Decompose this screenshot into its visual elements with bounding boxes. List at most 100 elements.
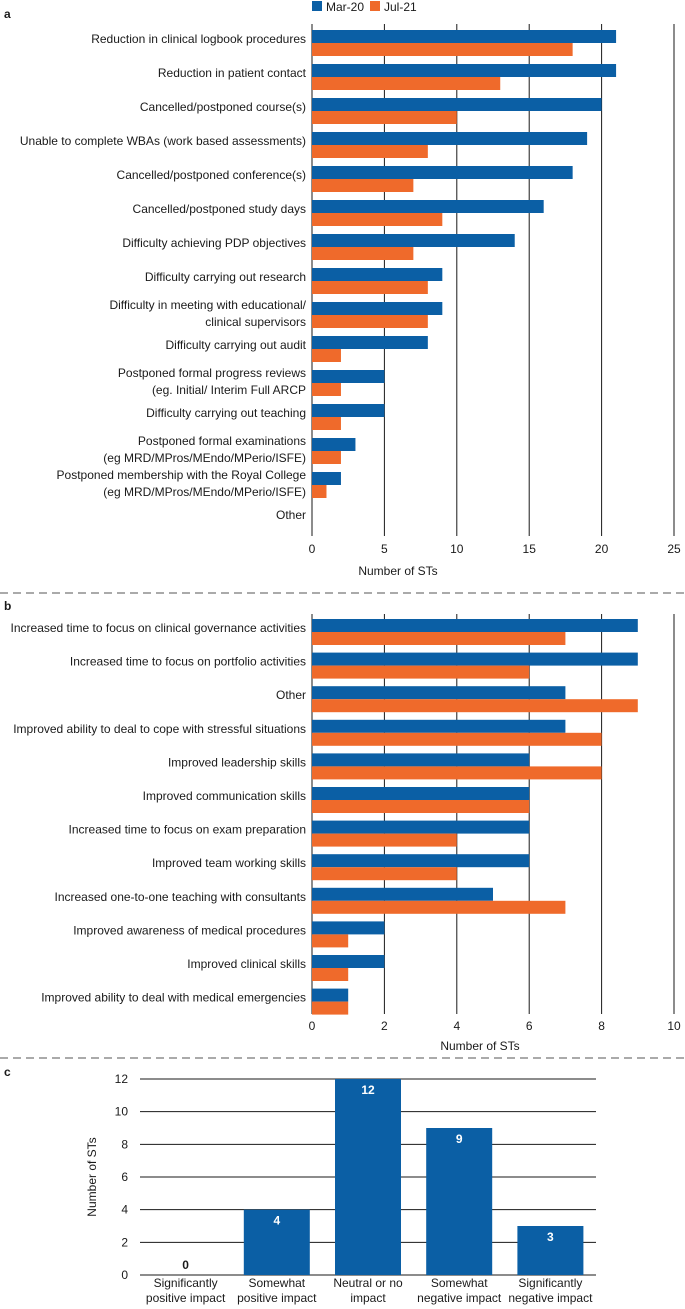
bar-mar20-4	[312, 719, 566, 733]
panel-label-b: b	[4, 599, 11, 613]
bar-jul21-1	[312, 632, 566, 645]
category-label-9: Increased one-to-one teaching with consu…	[55, 890, 307, 904]
category-label-2: Reduction in patient contact	[158, 66, 307, 80]
category-label-3: Other	[276, 688, 306, 702]
bar-jul21-7	[312, 833, 457, 847]
data-label-4: 9	[456, 1132, 463, 1146]
bar-mar20-10	[312, 921, 385, 935]
category-label-9-line-2: clinical supervisors	[205, 315, 306, 329]
bar-mar20-13	[312, 438, 356, 451]
category-label-7: Increased time to focus on exam preparat…	[69, 823, 306, 837]
bar-mar20-2	[312, 652, 638, 666]
bar-jul21-2	[312, 665, 530, 679]
bar-mar20-10	[312, 336, 428, 349]
bar-mar20-5	[312, 166, 573, 179]
bar-mar20-12	[312, 988, 349, 1002]
bar-mar20-1	[312, 619, 638, 632]
y-tick-label-12: 12	[115, 1072, 129, 1086]
x-tick-label-10: 10	[667, 1019, 681, 1033]
legend-label-mar20: Mar-20	[326, 0, 364, 14]
y-tick-label-4: 4	[121, 1203, 128, 1217]
category-label-15: Other	[276, 508, 306, 522]
bar-jul21-5	[312, 766, 602, 780]
x-tick-label-0: 0	[309, 1019, 316, 1033]
category-label-11-line-2: (eg. Initial/ Interim Full ARCP	[152, 383, 306, 397]
category-label-8: Difficulty carrying out research	[145, 270, 306, 284]
category-label-c-1-line-1: Significantly	[154, 1276, 218, 1290]
category-label-c-4-line-2: negative impact	[417, 1291, 502, 1305]
bar-jul21-9	[312, 900, 566, 914]
category-label-c-2-line-2: positive impact	[237, 1291, 317, 1305]
bar-jul21-2	[312, 77, 501, 90]
y-tick-label-8: 8	[121, 1137, 128, 1151]
bar-mar20-8	[312, 268, 443, 281]
x-tick-label-20: 20	[595, 542, 609, 556]
category-label-c-3-line-1: Neutral or no	[333, 1276, 403, 1290]
category-label-11-line-1: Postponed formal progress reviews	[118, 366, 306, 380]
category-label-c-5-line-2: negative impact	[508, 1291, 593, 1305]
bar-mar20-7	[312, 234, 515, 247]
bar-mar20-9	[312, 302, 443, 315]
y-tick-label-0: 0	[121, 1268, 128, 1282]
bar-jul21-5	[312, 179, 414, 192]
bar-jul21-13	[312, 451, 341, 464]
category-label-1: Reduction in clinical logbook procedures	[91, 32, 306, 46]
category-label-12: Improved ability to deal with medical em…	[41, 991, 306, 1005]
bar-jul21-11	[312, 968, 349, 981]
category-label-14-line-1: Postponed membership with the Royal Coll…	[57, 468, 307, 482]
panel-label-c: c	[4, 1065, 11, 1079]
bar-mar20-12	[312, 404, 385, 417]
data-label-5: 3	[547, 1230, 554, 1244]
bar-mar20-6	[312, 787, 530, 800]
bar-mar20-7	[312, 820, 530, 834]
bar-jul21-4	[312, 145, 428, 158]
x-axis-title: Number of STs	[358, 564, 437, 578]
bar-jul21-10	[312, 349, 341, 362]
category-label-7: Difficulty achieving PDP objectives	[122, 236, 306, 250]
bar-mar20-8	[312, 854, 530, 868]
bar-mar20-6	[312, 200, 544, 213]
category-label-1: Increased time to focus on clinical gove…	[11, 621, 306, 635]
data-label-1: 0	[182, 1258, 189, 1272]
panel-c: c 0 2 4 6 8 10 12 Number of STs 0 Significantly pos…	[4, 1065, 596, 1305]
bar-mar20-14	[312, 472, 341, 485]
category-label-10: Improved awareness of medical procedures	[73, 923, 306, 937]
y-axis-title: Number of STs	[85, 1137, 99, 1216]
legend-swatch-jul21	[370, 1, 380, 11]
category-label-2: Increased time to focus on portfolio act…	[70, 655, 306, 669]
y-tick-label-6: 6	[121, 1170, 128, 1184]
bar-mar20-4	[312, 132, 588, 145]
y-tick-label-10: 10	[115, 1105, 129, 1119]
category-label-13-line-2: (eg MRD/MPros/MEndo/MPerio/ISFE)	[103, 451, 306, 465]
x-tick-label-25: 25	[667, 542, 681, 556]
panel-a: a Reduction in clinical logbook procedure…	[4, 7, 681, 578]
bar-jul21-6	[312, 213, 443, 226]
bar-jul21-10	[312, 934, 349, 948]
bar-c-5	[517, 1226, 584, 1275]
category-label-9-line-1: Difficulty in meeting with educational/	[109, 298, 306, 312]
y-tick-label-2: 2	[121, 1235, 128, 1249]
bar-mar20-2	[312, 64, 617, 77]
bar-c-4	[426, 1128, 493, 1275]
category-label-13-line-1: Postponed formal examinations	[138, 434, 306, 448]
x-tick-label-2: 2	[381, 1019, 388, 1033]
bar-c-3	[335, 1079, 401, 1275]
bar-mar20-9	[312, 887, 493, 901]
legend: Mar-20 Jul-21	[312, 0, 417, 14]
x-tick-label-10: 10	[450, 542, 464, 556]
bar-jul21-9	[312, 315, 428, 328]
category-label-4: Improved ability to deal to cope with st…	[13, 722, 306, 736]
category-label-4: Unable to complete WBAs (work based asse…	[20, 134, 306, 148]
bar-jul21-12	[312, 417, 341, 430]
x-axis-title: Number of STs	[440, 1039, 519, 1053]
category-label-10: Difficulty carrying out audit	[165, 338, 306, 352]
category-label-c-3-line-2: impact	[350, 1291, 386, 1305]
bar-jul21-3	[312, 699, 638, 713]
data-label-3: 12	[361, 1083, 375, 1097]
bar-jul21-12	[312, 1001, 349, 1015]
category-label-c-2-line-1: Somewhat	[248, 1276, 305, 1290]
category-label-5: Cancelled/postponed conference(s)	[117, 168, 306, 182]
category-label-14-line-2: (eg MRD/MPros/MEndo/MPerio/ISFE)	[103, 485, 306, 499]
